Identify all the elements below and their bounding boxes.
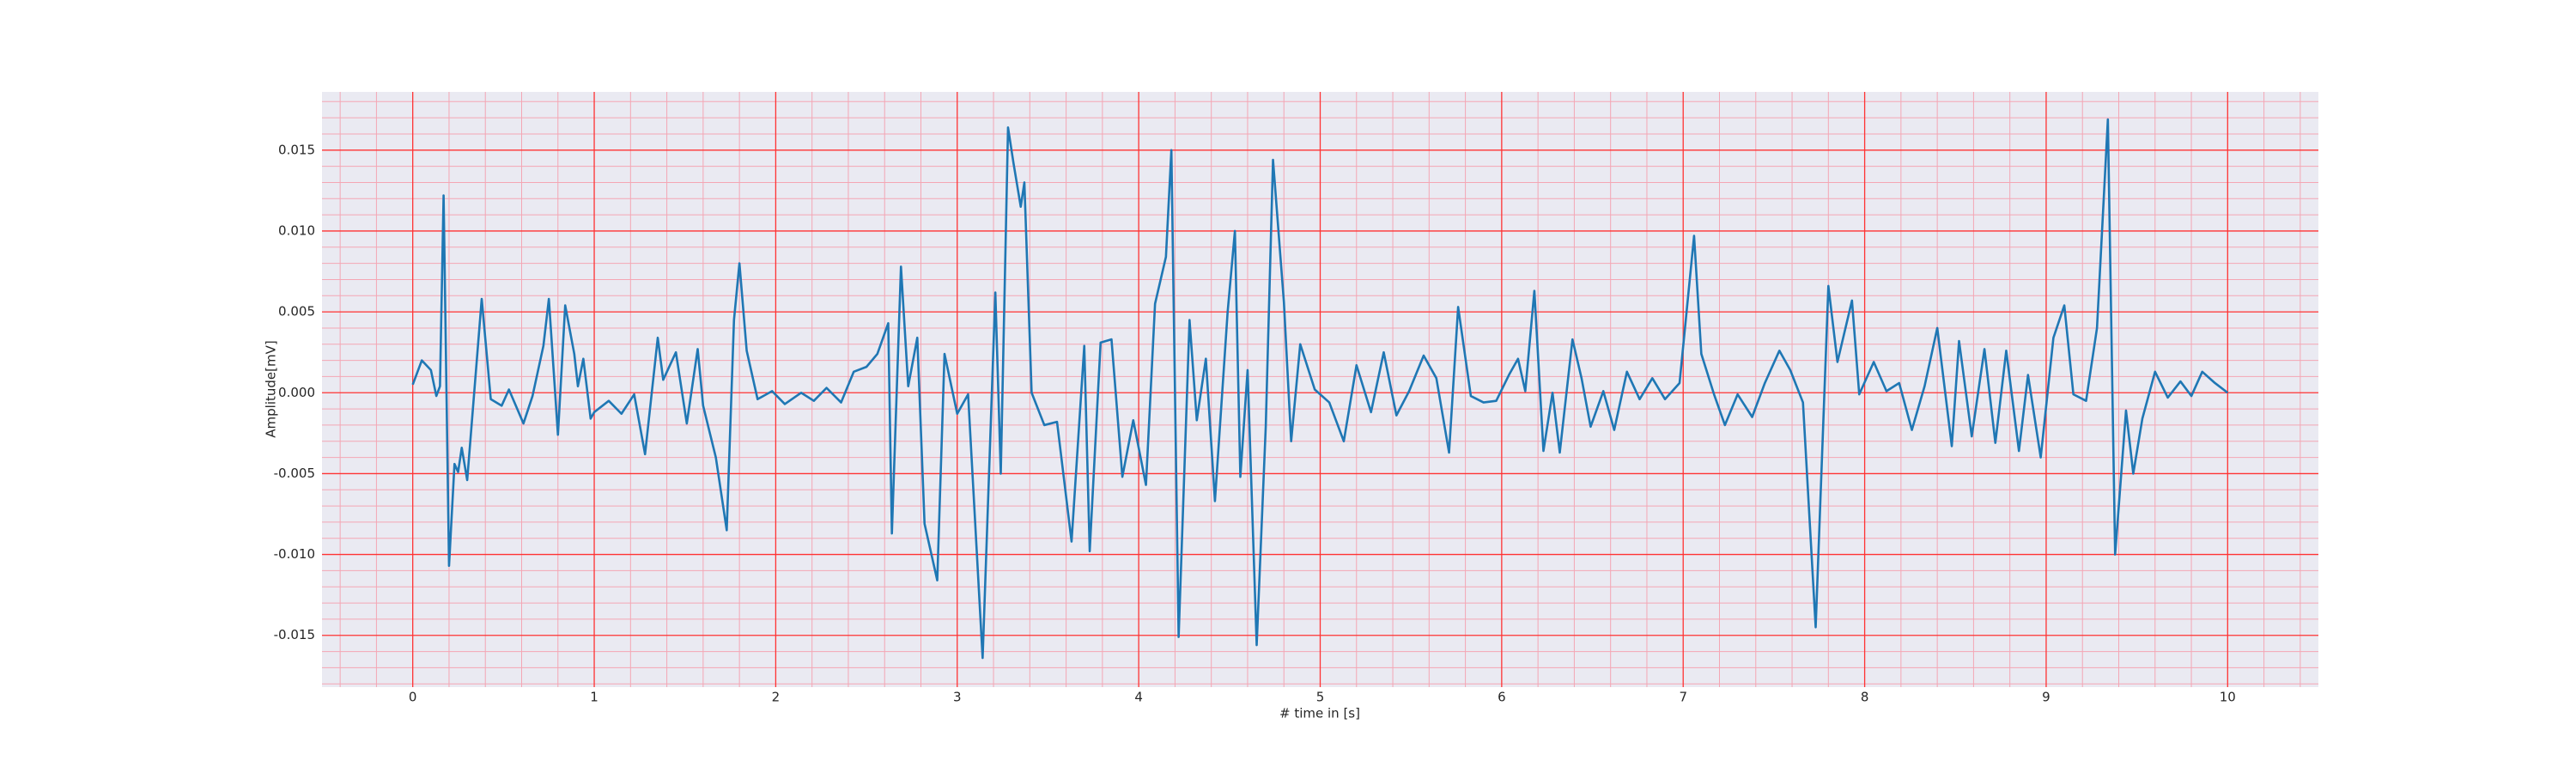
x-tick-label: 9 <box>2042 690 2050 705</box>
x-tick-label: 6 <box>1498 690 1506 705</box>
x-tick-label: 3 <box>953 690 962 705</box>
y-tick-label: -0.005 <box>274 466 315 481</box>
x-tick-label: 10 <box>2220 690 2236 705</box>
x-tick-label: 7 <box>1679 690 1687 705</box>
x-tick-label: 1 <box>590 690 598 705</box>
y-tick-label: 0.010 <box>278 222 315 238</box>
x-tick-label: 4 <box>1134 690 1143 705</box>
y-tick-label: -0.010 <box>274 546 315 562</box>
y-tick-label: 0.000 <box>278 385 315 400</box>
y-tick-label: 0.015 <box>278 142 315 157</box>
signal-line <box>411 118 2229 660</box>
y-tick-label: -0.015 <box>274 627 315 642</box>
y-tick-label: 0.005 <box>278 304 315 320</box>
x-tick-label: 0 <box>409 690 417 705</box>
x-tick-label: 2 <box>772 690 781 705</box>
x-tick-label: 5 <box>1316 690 1325 705</box>
y-axis-label: Amplitude[mV] <box>264 340 279 437</box>
x-axis-label: # time in [s] <box>1279 706 1360 721</box>
x-tick-label: 8 <box>1861 690 1869 705</box>
